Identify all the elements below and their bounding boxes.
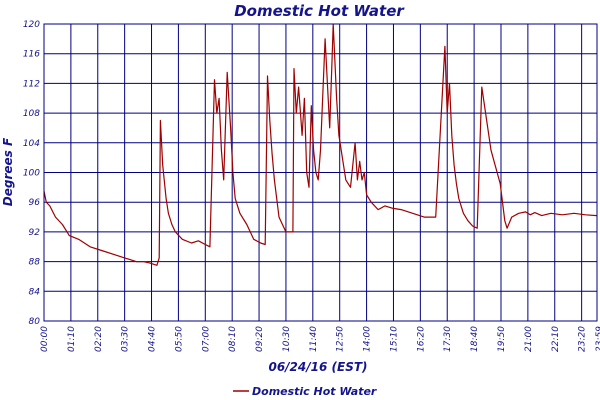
x-tick-label: 05:50 <box>174 326 184 352</box>
y-tick-label: 84 <box>29 287 41 297</box>
x-tick-label: 14:00 <box>363 326 373 352</box>
y-tick-label: 100 <box>23 169 40 179</box>
x-tick-label: 17:30 <box>443 326 453 352</box>
legend: Domestic Hot Water <box>233 385 377 398</box>
x-tick-label: 07:00 <box>201 326 211 352</box>
y-tick-label: 112 <box>23 79 40 89</box>
y-tick-label: 92 <box>29 228 41 238</box>
x-tick-labels: 00:00 01:10 02:20 03:30 04:40 05:50 07:00 08:10… <box>40 326 600 352</box>
x-tick-label: 18:40 <box>470 326 480 352</box>
x-tick-label: 04:40 <box>148 326 158 352</box>
series-line-0 <box>43 23 597 266</box>
x-tick-label: 10:30 <box>282 326 292 352</box>
y-tick-label: 108 <box>23 109 40 119</box>
legend-label: Domestic Hot Water <box>252 385 377 398</box>
x-tick-label: 23:59 <box>595 326 600 352</box>
x-tick-label: 23:20 <box>578 326 588 352</box>
plot-frame <box>43 23 598 322</box>
y-tick-label: 104 <box>23 139 40 149</box>
x-tick-label: 12:50 <box>336 326 346 352</box>
x-tick-label: 16:20 <box>416 326 426 352</box>
grid <box>44 23 597 322</box>
x-tick-label: 00:00 <box>40 326 50 352</box>
x-axis-title: 06/24/16 (EST) <box>268 360 367 374</box>
y-tick-labels: 80 84 88 92 96 100 104 108 112 116 120 <box>23 20 40 327</box>
x-tick-label: 03:30 <box>121 326 131 352</box>
x-tick-label: 01:10 <box>67 326 77 352</box>
x-tick-label: 02:20 <box>94 326 104 352</box>
y-tick-label: 116 <box>23 50 40 60</box>
x-tick-label: 21:00 <box>524 326 534 352</box>
x-tick-label: 08:10 <box>228 326 238 352</box>
x-tick-label: 11:40 <box>309 326 319 352</box>
chart-title: Domestic Hot Water <box>234 2 405 20</box>
x-tick-label: 15:10 <box>389 326 399 352</box>
x-tick-label: 09:20 <box>255 326 265 352</box>
y-tick-label: 80 <box>29 317 41 327</box>
x-tick-label: 19:50 <box>497 326 507 352</box>
y-axis-title: Degrees F <box>1 137 15 206</box>
y-tick-label: 120 <box>23 20 40 30</box>
y-tick-label: 88 <box>29 258 41 268</box>
x-tick-label: 22:10 <box>551 326 561 352</box>
series-layer <box>43 23 597 266</box>
y-tick-label: 96 <box>29 198 41 208</box>
